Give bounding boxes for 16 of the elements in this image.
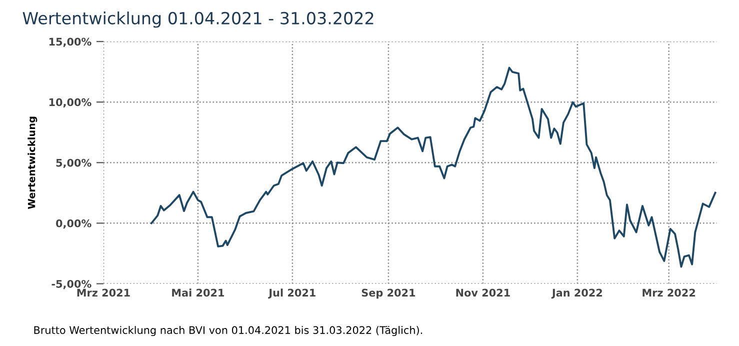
y-tick-label: 10,00% <box>49 98 92 108</box>
x-tick-label: Mrz 2021 <box>77 288 130 297</box>
x-tick-label: Sep 2021 <box>362 288 416 299</box>
x-tick-label: Mai 2021 <box>172 288 224 297</box>
y-axis-title: Wertentwicklung <box>28 116 38 209</box>
y-tick-label: 5,00% <box>56 158 92 168</box>
text: Brutto Wertentwicklung nach BVI von 01.04.2021 bis 31.03.2022 (Täglich). <box>34 326 422 336</box>
x-tick-label: Nov 2021 <box>456 288 510 297</box>
x-tick-label: Mrz 2022 <box>642 288 695 297</box>
x-tick-label: Jul 2021 <box>268 288 316 299</box>
line-series <box>150 66 716 268</box>
y-tick-label: -5,00% <box>52 280 92 290</box>
x-tick-label: Jan 2022 <box>551 288 602 299</box>
y-tick-label: 15,00% <box>49 38 92 47</box>
chart-title: Wertentwicklung 01.04.2021 - 31.03.2022 <box>22 12 374 28</box>
y-tick-label: 0,00% <box>56 219 92 229</box>
